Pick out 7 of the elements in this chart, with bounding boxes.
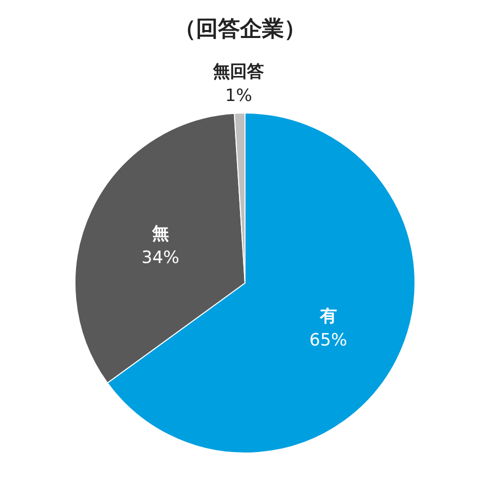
- slice-label: 無回答: [212, 62, 264, 82]
- slice-label: 有: [318, 306, 337, 326]
- data-label: 1%: [225, 86, 252, 106]
- data-label: 34%: [142, 248, 180, 268]
- slice-label: 無: [150, 224, 169, 244]
- chart-title: （回答企業）: [173, 16, 307, 44]
- data-label: 65%: [309, 330, 348, 350]
